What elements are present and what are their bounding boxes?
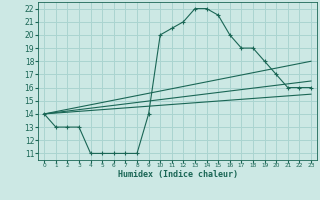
X-axis label: Humidex (Indice chaleur): Humidex (Indice chaleur) (118, 170, 238, 179)
